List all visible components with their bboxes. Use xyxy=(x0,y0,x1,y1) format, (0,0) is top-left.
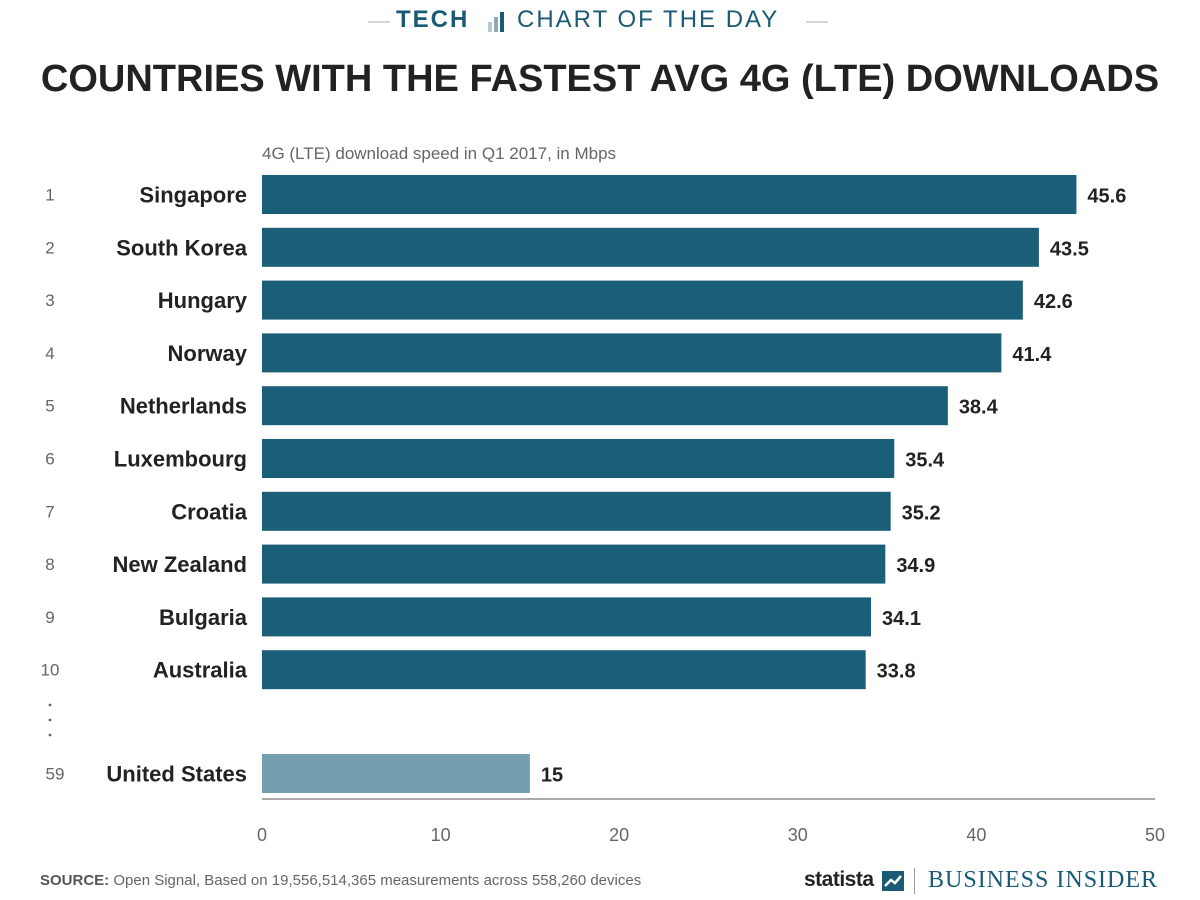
rank-label: 8 xyxy=(45,555,54,574)
banner-title: CHART OF THE DAY xyxy=(517,6,780,33)
value-label: 34.1 xyxy=(882,608,921,630)
bar-chart: 1 Singapore 45.62 South Korea 43.53 Hungary 42… xyxy=(41,175,1165,845)
bar-highlight xyxy=(262,754,530,793)
ellipsis-dot xyxy=(48,733,52,737)
bar xyxy=(262,175,1077,214)
category-label: New Zealand xyxy=(113,552,247,577)
page-title: COUNTRIES WITH THE FASTEST AVG 4G (LTE) … xyxy=(40,58,1160,100)
category-label: Bulgaria xyxy=(159,605,248,630)
rank-label: 59 xyxy=(46,765,65,784)
rank-label: 1 xyxy=(45,186,54,205)
x-tick-label: 40 xyxy=(966,825,986,845)
bar xyxy=(262,439,895,478)
x-tick-label: 20 xyxy=(609,825,629,845)
ellipsis-dot xyxy=(48,718,52,722)
bar xyxy=(262,491,891,531)
bar xyxy=(262,386,948,426)
rank-label: 10 xyxy=(41,661,60,680)
banner-section-label: TECH xyxy=(396,6,470,33)
rank-label: 2 xyxy=(45,238,54,257)
value-label: 34.9 xyxy=(896,555,935,577)
banner-rule-right xyxy=(806,21,828,23)
category-label: Croatia xyxy=(171,499,248,524)
category-label: South Korea xyxy=(116,235,248,260)
value-label: 33.8 xyxy=(877,661,916,683)
rank-label: 5 xyxy=(45,397,54,416)
rank-label: 6 xyxy=(45,450,54,469)
bar xyxy=(262,333,1002,373)
category-label: Singapore xyxy=(139,183,247,208)
value-label: 35.4 xyxy=(905,450,945,472)
bar xyxy=(262,280,1023,320)
category-label: Australia xyxy=(153,658,248,683)
chart-subtitle: 4G (LTE) download speed in Q1 2017, in M… xyxy=(262,144,617,163)
ellipsis-dot xyxy=(48,703,52,707)
x-tick-label: 50 xyxy=(1145,825,1165,845)
logos: statista BUSINESS INSIDER xyxy=(804,866,1164,896)
logo-divider xyxy=(914,868,915,894)
value-label: 41.4 xyxy=(1012,344,1052,366)
x-tick-label: 30 xyxy=(788,825,808,845)
x-tick-label: 0 xyxy=(257,825,267,845)
source-label: SOURCE: xyxy=(40,872,110,889)
value-label: 15 xyxy=(541,765,563,787)
rank-label: 7 xyxy=(45,502,54,521)
category-label: Hungary xyxy=(158,288,248,313)
rank-label: 9 xyxy=(45,608,54,627)
value-label: 43.5 xyxy=(1050,238,1089,260)
bar xyxy=(262,544,886,584)
value-label: 45.6 xyxy=(1087,186,1126,208)
statista-logo: statista xyxy=(804,868,874,891)
bar xyxy=(262,597,872,637)
x-tick-label: 10 xyxy=(431,825,451,845)
category-label: United States xyxy=(106,762,247,787)
category-label: Norway xyxy=(168,341,248,366)
chart-of-the-day-banner: TECH CHART OF THE DAY xyxy=(0,6,1200,38)
bar xyxy=(262,650,866,690)
source-text: Open Signal, Based on 19,556,514,365 mea… xyxy=(109,872,642,889)
value-label: 38.4 xyxy=(959,397,999,419)
category-label: Netherlands xyxy=(120,394,247,419)
bar-chart-icon xyxy=(488,12,504,32)
statista-mark-icon xyxy=(882,871,904,891)
banner-rule-left xyxy=(368,21,390,23)
rank-label: 4 xyxy=(45,344,54,363)
rank-label: 3 xyxy=(45,291,54,310)
value-label: 35.2 xyxy=(902,502,941,524)
value-label: 42.6 xyxy=(1034,291,1073,313)
category-label: Luxembourg xyxy=(114,447,247,472)
source-note: SOURCE: Open Signal, Based on 19,556,514… xyxy=(40,872,641,889)
business-insider-logo: BUSINESS INSIDER xyxy=(928,867,1159,893)
bar xyxy=(262,227,1039,267)
